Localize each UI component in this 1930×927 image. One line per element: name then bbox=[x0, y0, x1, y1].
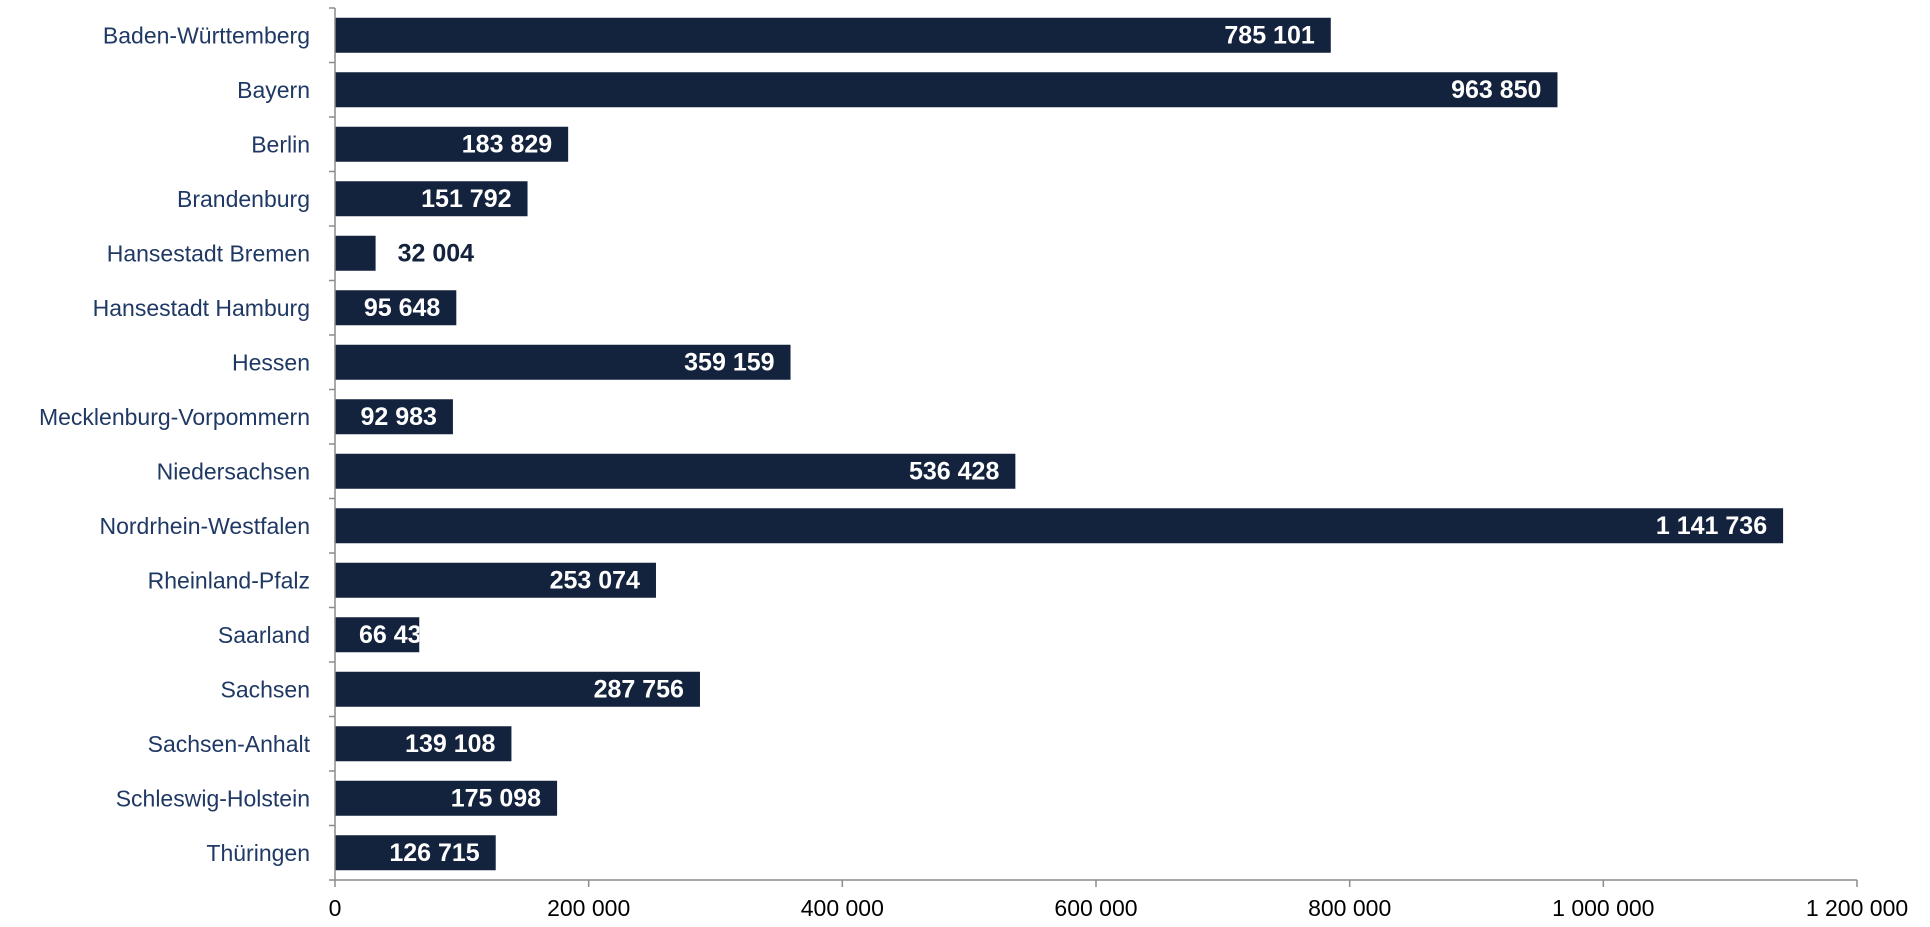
category-label: Brandenburg bbox=[177, 186, 310, 212]
data-label: 183 829 bbox=[462, 130, 552, 158]
x-tick-label: 400 000 bbox=[801, 895, 884, 921]
x-tick-label: 1 000 000 bbox=[1552, 895, 1654, 921]
category-label: Rheinland-Pfalz bbox=[148, 567, 310, 593]
bar bbox=[335, 235, 376, 271]
data-label: 32 004 bbox=[398, 239, 475, 267]
bar bbox=[335, 453, 1016, 489]
category-label: Bayern bbox=[237, 77, 310, 103]
data-label: 95 648 bbox=[364, 294, 441, 322]
category-label: Mecklenburg-Vorpommern bbox=[39, 404, 310, 430]
bar bbox=[335, 617, 420, 653]
category-label: Hansestadt Bremen bbox=[107, 240, 310, 266]
category-label: Hansestadt Hamburg bbox=[93, 295, 310, 321]
category-label: Baden-Württemberg bbox=[103, 22, 310, 48]
x-tick-label: 600 000 bbox=[1054, 895, 1137, 921]
category-labels: Baden-Württemberg Bayern Berlin Brandenburg… bbox=[39, 22, 311, 866]
bars bbox=[335, 17, 1784, 871]
data-label: 359 159 bbox=[684, 348, 774, 376]
category-label: Nordrhein-Westfalen bbox=[99, 513, 310, 539]
category-label: Saarland bbox=[218, 622, 310, 648]
bar bbox=[335, 671, 700, 707]
bar bbox=[335, 508, 1784, 544]
bar bbox=[335, 399, 453, 435]
x-tick-label: 0 bbox=[329, 895, 342, 921]
category-label: Niedersachsen bbox=[157, 458, 310, 484]
category-label: Thüringen bbox=[206, 840, 310, 866]
data-label: 151 792 bbox=[421, 185, 511, 213]
bar bbox=[335, 835, 496, 871]
category-label: Sachsen-Anhalt bbox=[148, 731, 311, 757]
x-tick-label: 1 200 000 bbox=[1806, 895, 1908, 921]
data-label: 785 101 bbox=[1224, 21, 1314, 49]
bar bbox=[335, 344, 791, 380]
data-label: 175 098 bbox=[451, 784, 541, 812]
data-label: 92 983 bbox=[360, 403, 436, 431]
bar bbox=[335, 780, 558, 816]
data-label: 66 43 bbox=[359, 621, 422, 649]
data-label: 963 850 bbox=[1451, 76, 1541, 104]
x-tick-label: 200 000 bbox=[547, 895, 630, 921]
category-label: Sachsen bbox=[220, 676, 310, 702]
bar bbox=[335, 290, 457, 326]
bar bbox=[335, 126, 569, 162]
data-label: 139 108 bbox=[405, 730, 495, 758]
x-tick-label: 800 000 bbox=[1308, 895, 1391, 921]
data-label: 1 141 736 bbox=[1656, 512, 1767, 540]
bar bbox=[335, 72, 1558, 108]
x-axis-tick-labels: 0 200 000 400 000 600 000 800 000 1 000 000 1 … bbox=[329, 895, 1909, 921]
data-label: 287 756 bbox=[594, 675, 684, 703]
bar bbox=[335, 562, 656, 598]
bar bbox=[335, 181, 528, 217]
data-label: 536 428 bbox=[909, 457, 999, 485]
data-labels: 785 101 963 850 183 829 151 792 32 004 95 648… bbox=[359, 21, 1767, 867]
category-label: Berlin bbox=[251, 131, 310, 157]
bar bbox=[335, 726, 512, 762]
data-label: 253 074 bbox=[550, 566, 640, 594]
data-label: 126 715 bbox=[389, 839, 479, 867]
category-label: Hessen bbox=[232, 349, 310, 375]
bar bbox=[335, 17, 1331, 53]
axes bbox=[329, 7, 1858, 887]
category-label: Schleswig-Holstein bbox=[116, 785, 310, 811]
